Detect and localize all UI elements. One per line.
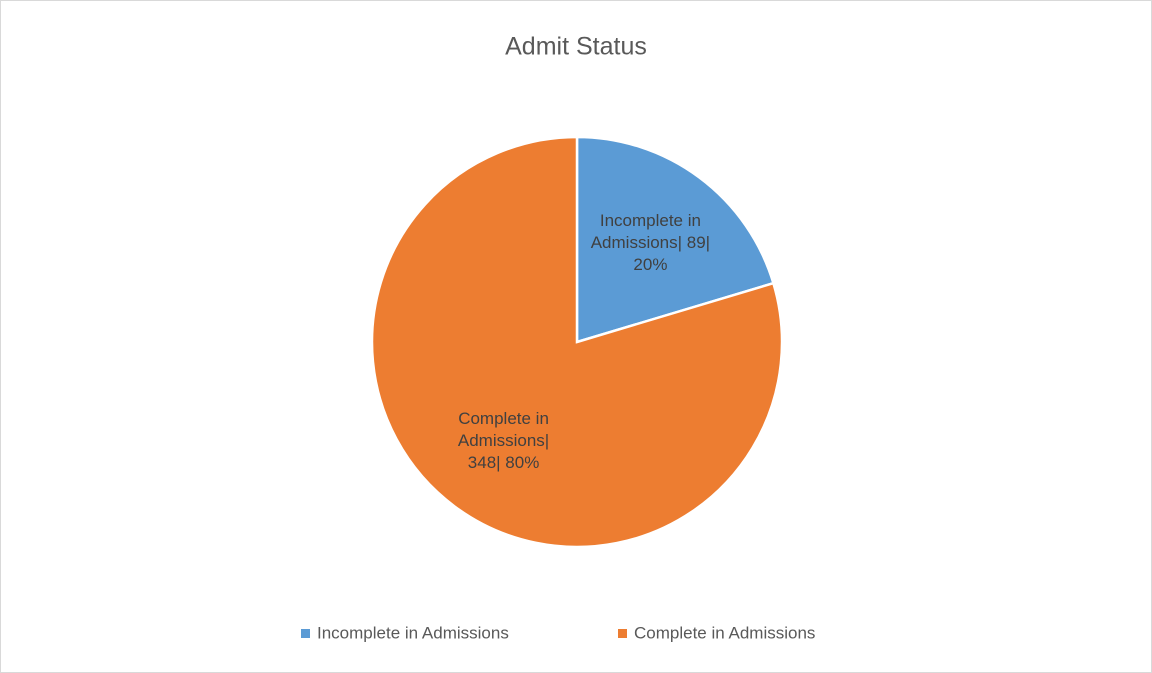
data-label: Incomplete in Admissions| 89| 20% <box>590 211 711 275</box>
data-label: Complete in Admissions| 348| 80% <box>457 408 550 472</box>
pie-slice <box>575 135 775 344</box>
legend-swatch <box>301 629 310 638</box>
chart-title: Admit Status <box>505 33 647 61</box>
legend-swatch <box>618 629 627 638</box>
legend-label: Incomplete in Admissions <box>317 623 509 642</box>
pie-slice <box>370 135 784 549</box>
legend-label: Complete in Admissions <box>634 623 815 642</box>
